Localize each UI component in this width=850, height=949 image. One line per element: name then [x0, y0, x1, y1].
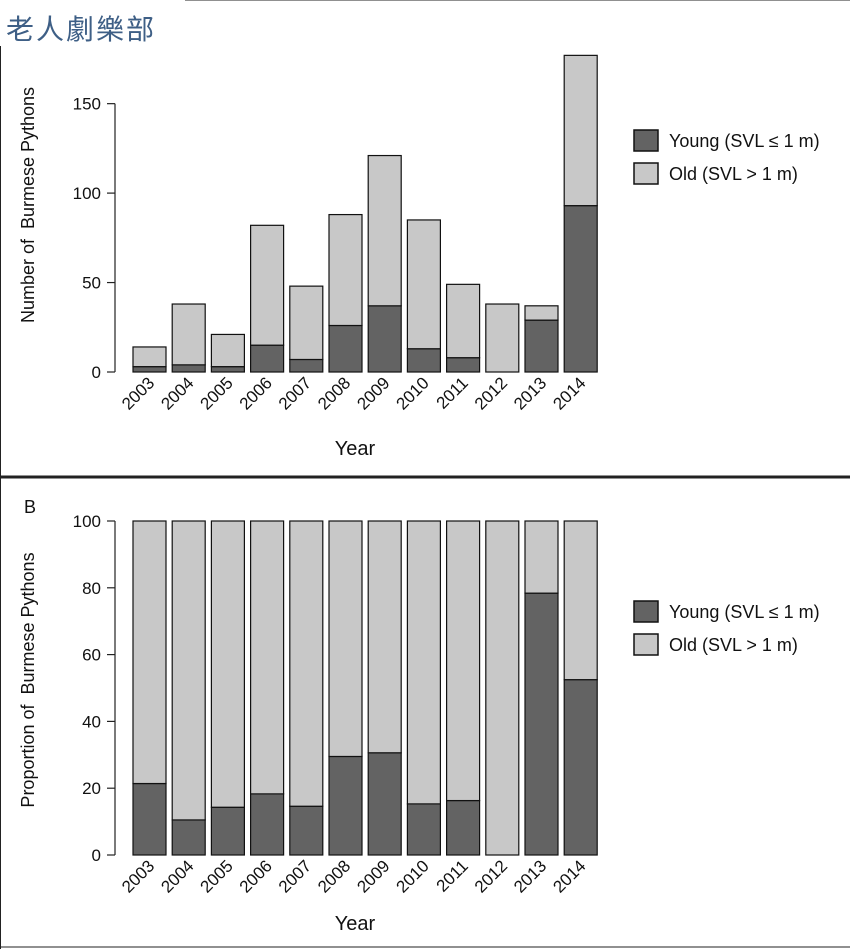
- bar-old-2005: [210, 333, 245, 368]
- x-tick-label: 2005: [197, 856, 237, 896]
- legend-label-young: Young (SVL ≤ 1 m): [669, 131, 820, 151]
- x-tick-label: 2008: [314, 373, 354, 413]
- y-axis-label: Proportion of Burmese Pythons: [18, 552, 38, 807]
- y-tick-label: 60: [82, 646, 101, 665]
- bar-young-2014: [563, 205, 598, 373]
- legend-swatch-old: [633, 633, 659, 656]
- x-tick-label: 2007: [275, 373, 315, 413]
- x-tick-label: 2003: [118, 856, 158, 896]
- x-tick-label: 2012: [471, 856, 511, 896]
- bar-young-2010: [406, 348, 441, 373]
- y-tick-label: 0: [92, 363, 101, 382]
- panel-label: B: [24, 497, 36, 517]
- y-tick-label: 20: [82, 779, 101, 798]
- x-tick-label: 2009: [353, 856, 393, 896]
- bar-old-2011: [446, 283, 481, 359]
- bar-young-2008: [328, 755, 363, 856]
- x-tick-label: 2013: [510, 373, 550, 413]
- x-tick-label: 2008: [314, 856, 354, 896]
- bar-young-2005: [210, 366, 245, 373]
- bar-old-2009: [367, 154, 402, 307]
- bar-young-2014: [563, 679, 598, 856]
- bar-young-2010: [406, 803, 441, 856]
- x-tick-label: 2012: [471, 373, 511, 413]
- bar-old-2008: [328, 213, 363, 327]
- x-tick-label: 2011: [433, 856, 472, 895]
- y-tick-label: 0: [92, 846, 101, 865]
- bar-young-2007: [289, 358, 324, 373]
- bar-young-2004: [171, 364, 206, 373]
- bar-young-2005: [210, 806, 245, 856]
- bar-old-2011: [446, 520, 481, 802]
- x-axis-label: Year: [335, 913, 376, 935]
- watermark-background: [0, 0, 185, 46]
- bar-old-2006: [250, 224, 285, 346]
- bar-young-2007: [289, 805, 324, 856]
- bar-old-2013: [524, 520, 559, 594]
- bar-young-2004: [171, 819, 206, 856]
- bar-old-2007: [289, 520, 324, 807]
- watermark-logo: 老人劇樂部: [6, 13, 157, 46]
- x-tick-label: 2005: [197, 373, 237, 413]
- bar-old-2006: [250, 520, 285, 795]
- x-tick-label: 2013: [510, 856, 550, 896]
- bar-old-2004: [171, 303, 206, 366]
- bar-young-2009: [367, 305, 402, 373]
- x-tick-label: 2003: [118, 373, 158, 413]
- bar-old-2008: [328, 520, 363, 758]
- bar-old-2012: [485, 520, 520, 856]
- legend-swatch-old: [633, 162, 659, 185]
- x-axis-label: Year: [335, 438, 376, 460]
- bar-old-2003: [132, 346, 167, 368]
- bar-young-2013: [524, 592, 559, 856]
- y-tick-label: 100: [73, 184, 101, 203]
- bar-young-2013: [524, 319, 559, 373]
- bar-young-2008: [328, 324, 363, 373]
- bar-old-2014: [563, 54, 598, 207]
- bar-young-2006: [250, 344, 285, 373]
- bar-old-2010: [406, 520, 441, 805]
- bar-old-2007: [289, 285, 324, 361]
- x-tick-label: 2011: [433, 373, 472, 412]
- legend-label-young: Young (SVL ≤ 1 m): [669, 602, 820, 622]
- bar-young-2011: [446, 357, 481, 373]
- y-axis-label: Number of Burmese Pythons: [18, 87, 38, 323]
- bar-old-2004: [171, 520, 206, 821]
- bar-old-2003: [132, 520, 167, 785]
- bar-old-2013: [524, 305, 559, 321]
- legend-label-old: Old (SVL > 1 m): [669, 164, 798, 184]
- x-tick-label: 2007: [275, 856, 315, 896]
- bar-young-2006: [250, 793, 285, 856]
- x-tick-label: 2014: [549, 373, 589, 413]
- legend-swatch-young: [633, 129, 659, 152]
- x-tick-label: 2004: [157, 856, 197, 896]
- x-tick-label: 2009: [353, 373, 393, 413]
- bar-young-2003: [132, 366, 167, 373]
- x-tick-label: 2006: [236, 373, 276, 413]
- bar-old-2005: [210, 520, 245, 808]
- bar-old-2010: [406, 219, 441, 350]
- x-tick-label: 2010: [393, 373, 433, 413]
- bar-old-2012: [485, 303, 520, 373]
- bar-young-2009: [367, 752, 402, 856]
- y-tick-label: 40: [82, 712, 101, 731]
- y-tick-label: 50: [82, 274, 101, 293]
- y-tick-label: 100: [73, 512, 101, 531]
- legend-swatch-young: [633, 600, 659, 623]
- legend-label-old: Old (SVL > 1 m): [669, 635, 798, 655]
- bar-young-2011: [446, 799, 481, 856]
- bar-old-2009: [367, 520, 402, 754]
- bar-old-2014: [563, 520, 598, 681]
- panel-b-proportion-chart: 0 20 40 60 80 100 2003 2004 2005 2006 2007 2008 2009…: [18, 497, 820, 935]
- x-tick-label: 2014: [549, 856, 589, 896]
- y-tick-label: 150: [73, 95, 101, 114]
- x-tick-label: 2004: [157, 373, 197, 413]
- bar-young-2003: [132, 782, 167, 856]
- y-tick-label: 80: [82, 579, 101, 598]
- x-tick-label: 2010: [393, 856, 433, 896]
- x-tick-label: 2006: [236, 856, 276, 896]
